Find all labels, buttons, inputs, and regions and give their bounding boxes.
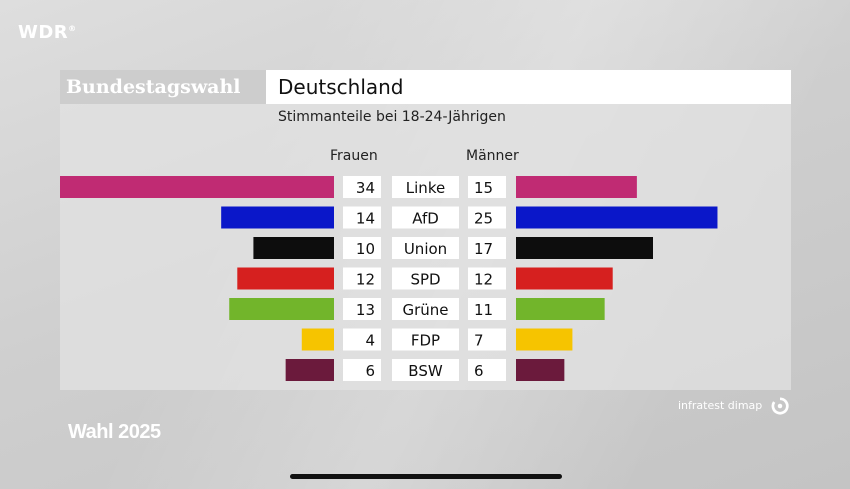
value-box-maenner-afd (468, 206, 506, 229)
value-maenner-bsw: 6 (474, 362, 484, 380)
bar-frauen-spd (237, 267, 334, 290)
value-maenner-fdp: 7 (474, 332, 484, 350)
value-frauen-linke: 34 (356, 179, 375, 197)
value-maenner-union: 17 (474, 240, 493, 258)
value-frauen-gruene: 13 (356, 301, 375, 319)
bar-maenner-linke (516, 176, 637, 198)
header-right-title: Deutschland (266, 70, 791, 104)
home-indicator (290, 474, 562, 479)
bar-frauen-gruene (229, 298, 334, 320)
value-maenner-spd: 12 (474, 271, 493, 289)
value-box-maenner-union (468, 237, 506, 259)
infratest-logo-icon (771, 397, 789, 415)
bar-frauen-fdp (301, 328, 334, 351)
party-box-union (392, 237, 459, 259)
party-label-bsw: BSW (408, 362, 443, 380)
bar-frauen-afd (221, 206, 334, 229)
bar-maenner-afd (516, 206, 718, 229)
party-box-afd (392, 206, 459, 229)
value-frauen-spd: 12 (356, 271, 375, 289)
bar-frauen-linke (60, 176, 334, 198)
value-maenner-gruene: 11 (474, 301, 493, 319)
wahl-2025-logo: Wahl 2025 (68, 421, 161, 443)
value-frauen-bsw: 6 (365, 362, 375, 380)
value-box-frauen-afd (343, 206, 381, 229)
value-box-frauen-union (343, 237, 381, 259)
bar-frauen-union (253, 237, 334, 259)
chart-subtitle: Stimmanteile bei 18-24-Jährigen (278, 109, 506, 125)
bar-maenner-spd (516, 267, 613, 290)
value-box-maenner-bsw (468, 359, 506, 381)
value-box-frauen-fdp (343, 328, 381, 351)
party-box-bsw (392, 359, 459, 381)
value-maenner-linke: 15 (474, 179, 493, 197)
value-frauen-union: 10 (356, 240, 375, 258)
value-box-maenner-gruene (468, 298, 506, 320)
bar-maenner-bsw (516, 359, 565, 381)
wdr-logo: WDR® (18, 22, 77, 43)
value-box-frauen-gruene (343, 298, 381, 320)
value-box-frauen-linke (343, 176, 381, 198)
party-label-linke: Linke (406, 179, 445, 197)
source-credit: infratest dimap (678, 399, 763, 412)
value-box-maenner-fdp (468, 328, 506, 351)
series-label-frauen: Frauen (330, 148, 378, 164)
value-frauen-fdp: 4 (365, 332, 375, 350)
party-label-afd: AfD (412, 210, 439, 228)
header-left-title: Bundestagswahl (60, 70, 266, 104)
bar-maenner-gruene (516, 298, 605, 320)
bar-maenner-fdp (516, 328, 573, 351)
series-label-maenner: Männer (466, 148, 519, 164)
value-box-maenner-linke (468, 176, 506, 198)
value-frauen-afd: 14 (356, 210, 375, 228)
party-label-spd: SPD (410, 271, 440, 289)
value-box-maenner-spd (468, 267, 506, 290)
party-box-gruene (392, 298, 459, 320)
value-box-frauen-bsw (343, 359, 381, 381)
party-label-fdp: FDP (411, 332, 440, 350)
value-maenner-afd: 25 (474, 210, 493, 228)
bar-frauen-bsw (285, 359, 334, 381)
party-label-union: Union (404, 240, 447, 258)
party-box-linke (392, 176, 459, 198)
bar-maenner-union (516, 237, 653, 259)
party-box-fdp (392, 328, 459, 351)
party-box-spd (392, 267, 459, 290)
party-label-gruene: Grüne (402, 301, 448, 319)
value-box-frauen-spd (343, 267, 381, 290)
